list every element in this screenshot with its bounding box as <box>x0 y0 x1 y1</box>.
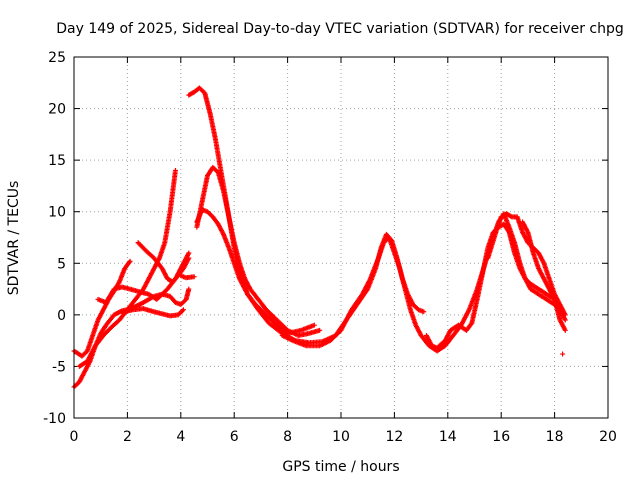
x-tick-label: 6 <box>230 429 239 445</box>
data-point <box>421 309 427 315</box>
x-tick-label: 4 <box>176 429 185 445</box>
data-points <box>71 85 568 390</box>
x-axis-label: GPS time / hours <box>282 459 399 475</box>
data-point <box>311 322 317 328</box>
data-point <box>191 274 197 280</box>
y-tick-label: -10 <box>43 411 66 427</box>
y-tick-label: 0 <box>57 308 66 324</box>
y-tick-label: 25 <box>48 50 66 66</box>
series-trace-7 <box>178 273 197 281</box>
chart-title: Day 149 of 2025, Sidereal Day-to-day VTE… <box>56 21 624 37</box>
data-point <box>562 327 568 333</box>
series-trace-14 <box>520 219 568 333</box>
x-tick-label: 12 <box>385 429 403 445</box>
series-trace-15 <box>560 351 566 357</box>
data-point <box>562 317 568 323</box>
series-trace-5 <box>135 240 192 285</box>
data-point <box>317 327 323 333</box>
data-point <box>186 286 192 292</box>
y-tick-label: 5 <box>57 256 66 272</box>
x-tick-label: 18 <box>546 429 564 445</box>
axis-ticks: 0 2 4 6 8 10 12 14 16 18 20 -10 -5 0 5 10 15 20 25 <box>43 50 617 445</box>
y-tick-label: 10 <box>48 205 66 221</box>
series-trace-6 <box>119 306 186 319</box>
x-tick-label: 20 <box>599 429 617 445</box>
y-tick-label: 15 <box>48 153 66 169</box>
y-tick-label: 20 <box>48 102 66 118</box>
y-tick-label: -5 <box>52 359 66 375</box>
data-point <box>180 307 186 313</box>
y-axis-label: SDTVAR / TECUs <box>6 181 22 296</box>
data-point <box>172 167 178 173</box>
data-point <box>562 312 568 318</box>
x-tick-label: 10 <box>332 429 350 445</box>
x-tick-label: 16 <box>492 429 510 445</box>
data-point <box>186 255 192 261</box>
x-tick-label: 0 <box>70 429 79 445</box>
x-tick-label: 14 <box>439 429 457 445</box>
series-trace-3 <box>76 167 178 369</box>
data-point <box>560 351 566 357</box>
data-point <box>127 258 133 264</box>
x-tick-label: 8 <box>283 429 292 445</box>
x-tick-label: 2 <box>123 429 132 445</box>
data-point <box>186 250 192 256</box>
plot-frame <box>73 56 609 419</box>
